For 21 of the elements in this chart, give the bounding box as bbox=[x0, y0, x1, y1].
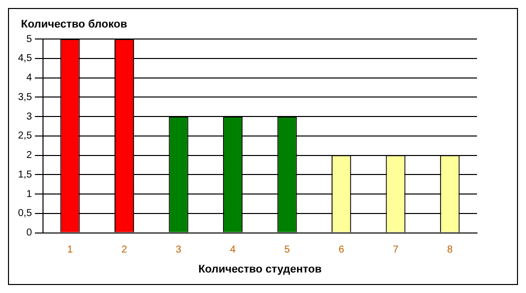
y-tick-label: 3 bbox=[26, 111, 32, 122]
x-tick-label: 4 bbox=[230, 244, 236, 256]
y-tick-label: 2 bbox=[26, 150, 32, 162]
x-tick-label: 6 bbox=[338, 244, 345, 256]
x-tick-label: 1 bbox=[67, 244, 74, 256]
x-tick-label: 3 bbox=[176, 244, 182, 256]
y-axis-title: Количество блоков bbox=[21, 18, 128, 31]
y-tick-label: 1,5 bbox=[18, 169, 32, 180]
y-tick-label: 1 bbox=[26, 188, 32, 200]
x-tick-label: 2 bbox=[122, 244, 128, 256]
x-axis-title: Количество студентов bbox=[198, 263, 322, 276]
y-tick-label: 4,5 bbox=[18, 53, 32, 64]
x-tick-label: 7 bbox=[392, 244, 399, 256]
y-tick-label: 3,5 bbox=[18, 92, 32, 103]
y-tick-label: 0 bbox=[26, 228, 32, 239]
y-tick-label: 5 bbox=[26, 34, 32, 45]
y-tick-label: 0,5 bbox=[18, 208, 32, 220]
x-tick-label: 5 bbox=[284, 244, 290, 256]
y-tick-label: 4 bbox=[26, 72, 32, 84]
x-tick-label: 8 bbox=[447, 244, 454, 256]
y-tick-label: 2,5 bbox=[18, 130, 32, 142]
